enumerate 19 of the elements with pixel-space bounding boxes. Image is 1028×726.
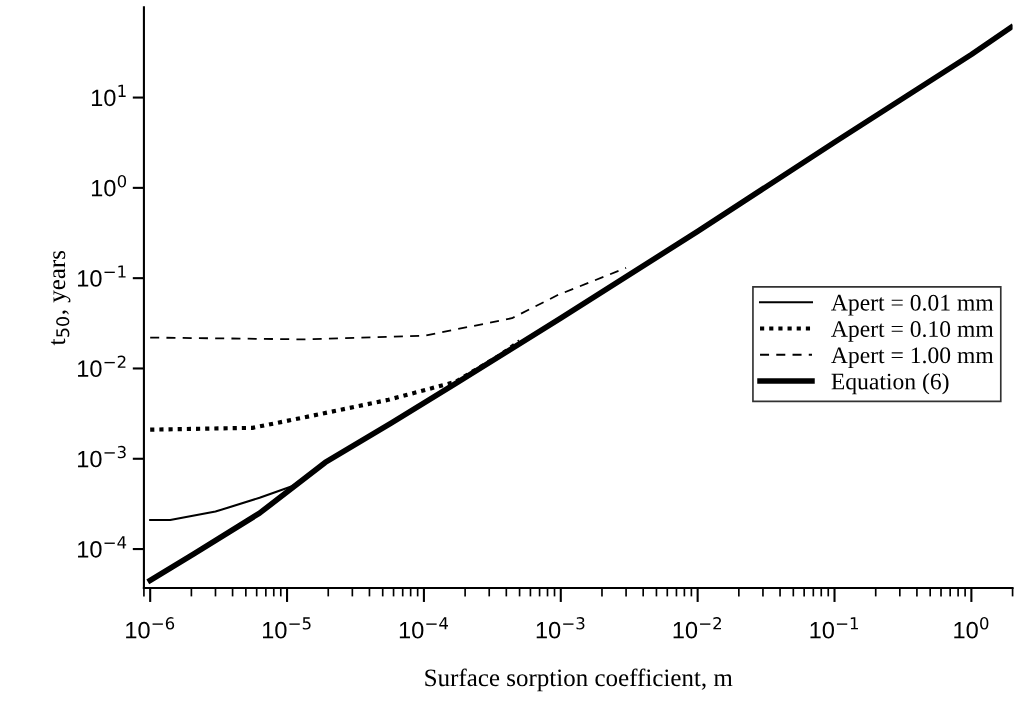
x-tick-label: 10$^{−3}$	[536, 617, 585, 639]
y-tick-label: 10$^{0}$	[91, 174, 127, 197]
x-tick-label: 10$^{−6}$	[126, 617, 175, 639]
y-axis-title: t$_{50}$, years	[50, 250, 71, 346]
legend-label: Apert = 0.01 mm	[831, 294, 994, 316]
legend-label: Apert = 1.00 mm	[831, 347, 994, 369]
x-tick-label: 10$^{−2}$	[673, 617, 721, 639]
x-tick-label: 10$^{−5}$	[262, 617, 311, 639]
y-tick-label: 10$^{−4}$	[78, 536, 127, 558]
x-tick-label: 10$^{−1}$	[810, 617, 858, 639]
y-tick-label: 10$^{−2}$	[78, 355, 126, 378]
legend-label: Equation (6)	[831, 372, 949, 395]
y-tick-label: 10$^{1}$	[91, 84, 126, 107]
y-tick-label: 10$^{−3}$	[78, 445, 126, 468]
y-tick-label: 10$^{−1}$	[78, 265, 126, 287]
legend-label: Apert = 0.10 mm	[831, 321, 994, 342]
x-axis-title: Surface sorption coefficient, m	[425, 668, 733, 692]
x-tick-label: 10$^{0}$	[954, 617, 989, 639]
x-tick-label: 10$^{−4}$	[399, 617, 448, 639]
